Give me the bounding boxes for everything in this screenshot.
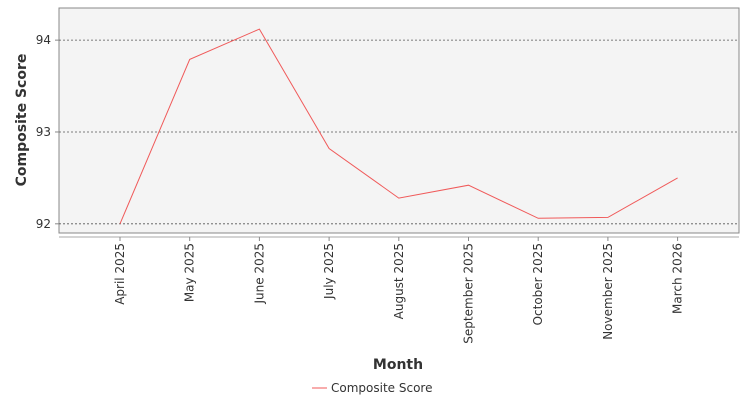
x-tick-label: April 2025: [113, 243, 127, 305]
y-tick-label: 94: [36, 33, 51, 47]
x-axis-ticks: April 2025 May 2025 June 2025 July 2025 Augu…: [113, 237, 685, 344]
x-tick-label: August 2025: [392, 243, 406, 319]
series-lines: [119, 28, 678, 224]
x-tick-label: March 2026: [671, 243, 685, 314]
x-tick-label: July 2025: [322, 243, 336, 300]
x-tick-label: October 2025: [531, 243, 545, 325]
y-axis-title: Composite Score: [14, 54, 30, 187]
x-tick-label: May 2025: [183, 243, 197, 302]
x-tick-label: November 2025: [601, 243, 615, 340]
y-tick-label: 92: [36, 217, 51, 231]
x-axis-title: Month: [373, 357, 423, 373]
legend-label-composite-score: Composite Score: [331, 381, 432, 395]
x-tick-label: September 2025: [462, 243, 476, 344]
series-line-composite-score: [119, 28, 678, 224]
gridlines: [59, 39, 739, 225]
y-tick-label: 93: [36, 125, 51, 139]
x-tick-label: June 2025: [252, 243, 266, 305]
y-axis-ticks: 92 93 94: [36, 33, 59, 231]
plot-area: [58, 7, 740, 234]
legend: Composite Score: [312, 381, 432, 395]
